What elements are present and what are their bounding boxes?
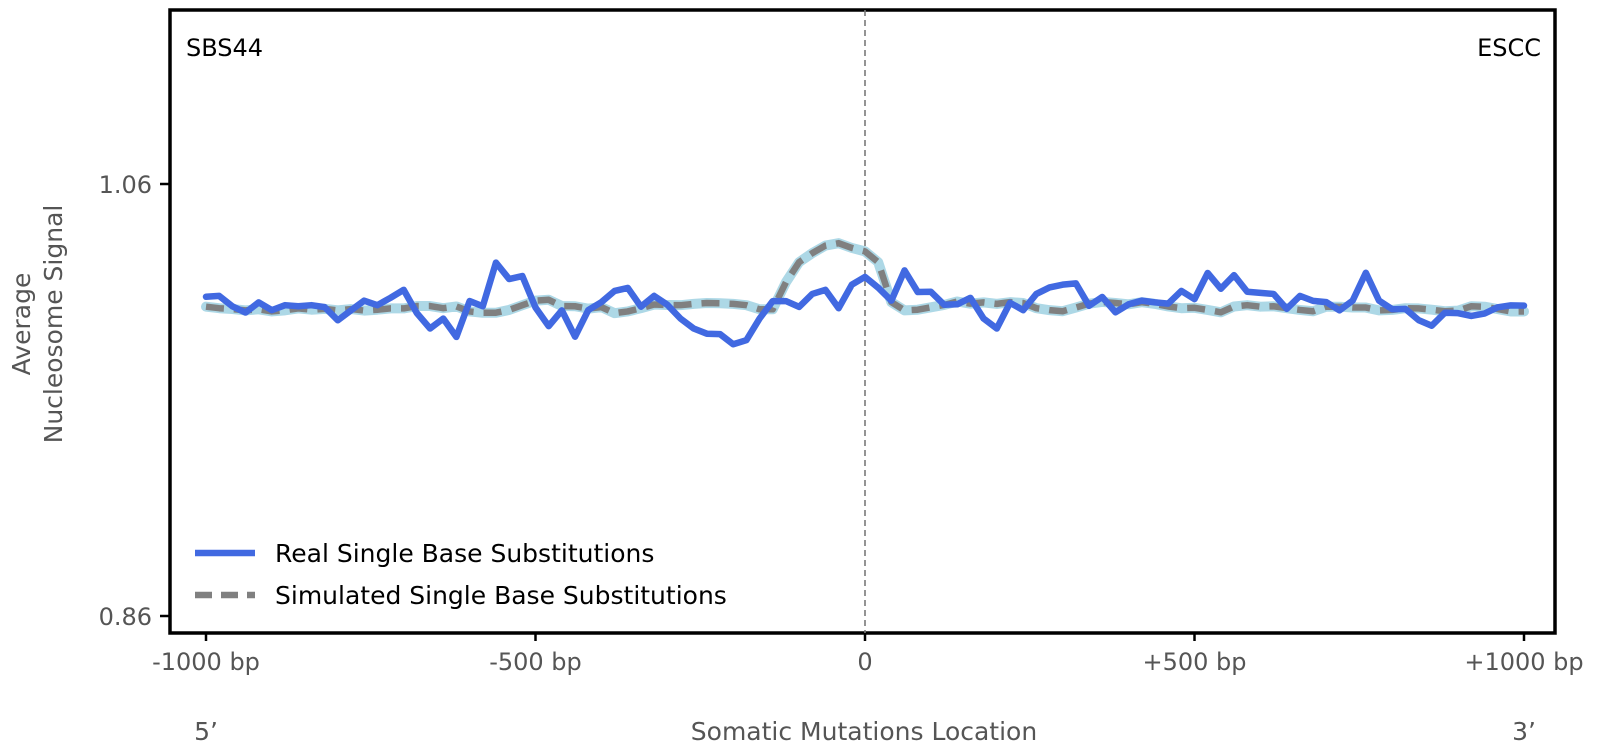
y-tick-label: 0.86: [99, 603, 152, 631]
x-axis-title: Somatic Mutations Location: [691, 717, 1037, 746]
y-axis: 1.06 0.86: [99, 171, 170, 631]
simulated-series-line: [205, 239, 1524, 317]
real-series-line: [202, 259, 1528, 348]
strand-5prime-label: 5’: [194, 717, 218, 746]
x-tick-label: +500 bp: [1142, 648, 1246, 676]
legend-simulated-label: Simulated Single Base Substitutions: [275, 581, 727, 610]
x-tick-label: -500 bp: [489, 648, 582, 676]
y-axis-title-line1: Average: [7, 273, 36, 376]
y-axis-title-line2: Nucleosome Signal: [39, 205, 68, 444]
y-tick-label: 1.06: [99, 171, 152, 199]
legend: Real Single Base Substitutions Simulated…: [195, 539, 727, 610]
x-axis: -1000 bp -500 bp 0 +500 bp +1000 bp: [152, 633, 1584, 676]
legend-real-label: Real Single Base Substitutions: [275, 539, 654, 568]
x-tick-label: 0: [857, 648, 872, 676]
series-layer: [201, 238, 1529, 348]
signature-label: SBS44: [186, 34, 263, 62]
x-tick-label: +1000 bp: [1464, 648, 1583, 676]
x-tick-label: -1000 bp: [152, 648, 260, 676]
strand-3prime-label: 3’: [1512, 717, 1536, 746]
plot-area-frame: [168, 8, 1557, 635]
cancer-type-label: ESCC: [1477, 34, 1541, 62]
